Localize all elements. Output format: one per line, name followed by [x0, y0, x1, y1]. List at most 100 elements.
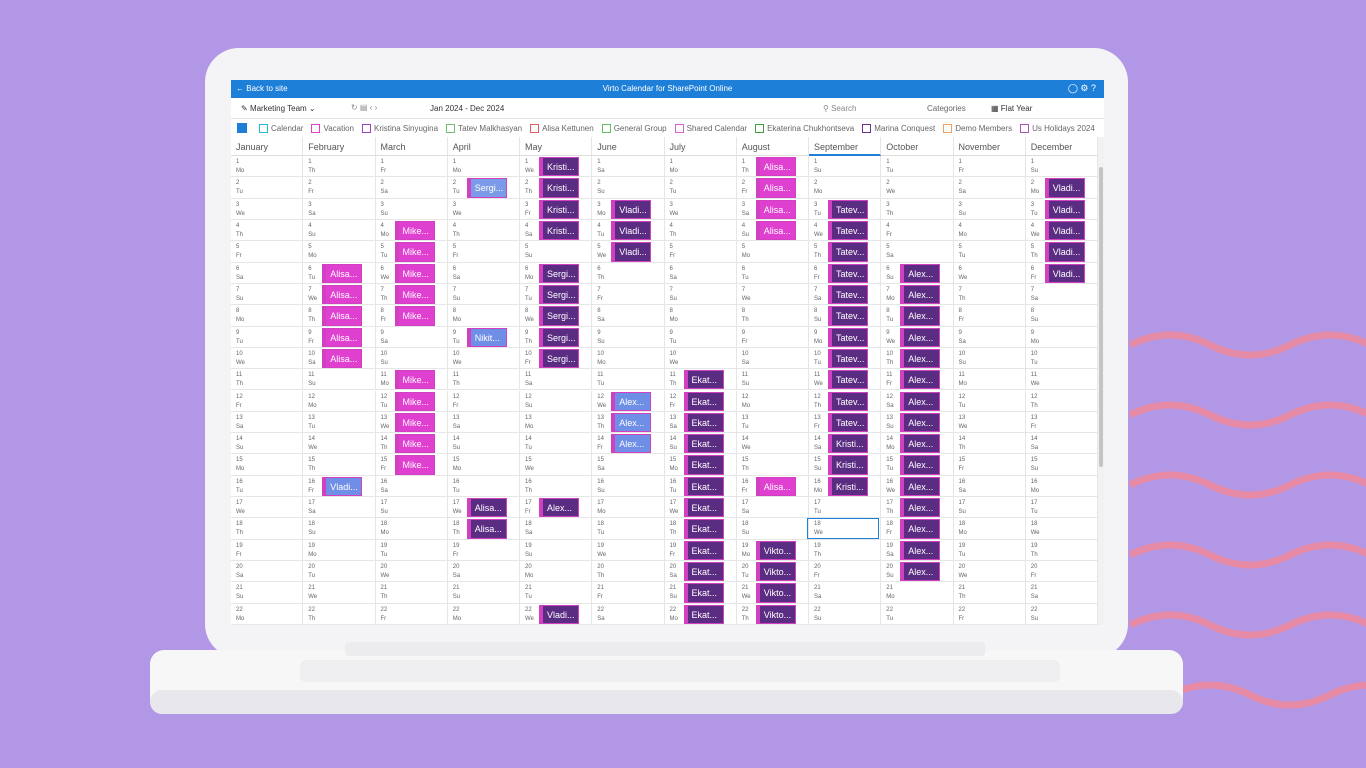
event[interactable]: Vladi... — [1044, 199, 1085, 219]
day-cell[interactable]: 22 Tu — [881, 603, 954, 625]
day-cell[interactable]: 18 Su — [736, 518, 809, 540]
day-cell[interactable]: 13 Th — [592, 411, 665, 434]
day-cell[interactable]: 17 Sa — [303, 497, 376, 519]
event[interactable]: Kristi... — [828, 476, 868, 497]
day-cell[interactable]: 18 Tu — [592, 518, 665, 540]
day-cell[interactable]: 19 We — [592, 539, 665, 562]
event[interactable]: Alisa... — [322, 263, 363, 283]
event[interactable]: Alisa... — [755, 157, 796, 177]
day-cell[interactable]: 21 Tu — [520, 582, 593, 604]
day-cell[interactable]: 12 Tu — [953, 390, 1026, 412]
day-cell[interactable]: 5 Mo — [303, 241, 376, 263]
event[interactable]: Ekat... — [683, 519, 724, 539]
legend-label[interactable]: General Group — [613, 123, 667, 133]
event[interactable]: Vikto... — [755, 562, 796, 582]
header-icons[interactable]: ◯ ⚙ ? — [1067, 83, 1096, 93]
legend-swatch[interactable] — [862, 123, 872, 133]
day-cell[interactable]: 22 We — [520, 603, 593, 625]
event[interactable]: Alisa... — [466, 519, 507, 539]
event[interactable]: Alex... — [611, 434, 652, 454]
day-cell[interactable]: 21 Sa — [1025, 582, 1098, 604]
day-cell[interactable]: 18 Mo — [953, 518, 1026, 540]
event[interactable]: Alex... — [900, 391, 941, 411]
event[interactable]: Tatev... — [828, 242, 868, 262]
event[interactable]: Sergi... — [539, 263, 579, 283]
day-cell[interactable]: 14 Fr — [592, 433, 665, 455]
day-cell[interactable]: 19 Fr — [231, 539, 304, 562]
event[interactable]: Mike... — [394, 412, 435, 433]
event[interactable]: Vladi... — [611, 242, 652, 262]
day-cell[interactable]: 13 Fr — [809, 411, 882, 434]
day-cell[interactable]: 13 Tu — [303, 411, 376, 434]
day-cell[interactable]: 13 Tu — [736, 411, 809, 434]
day-cell[interactable]: 3 We — [447, 198, 520, 220]
day-cell[interactable]: 22 Fr — [953, 603, 1026, 625]
day-cell[interactable]: 21 Th — [953, 582, 1026, 604]
legend-item[interactable]: Marina Conquest — [862, 123, 935, 133]
day-cell[interactable]: 5 Fr — [664, 241, 737, 263]
day-cell[interactable]: 12 Tu — [375, 390, 448, 412]
day-cell[interactable]: 14 Tu — [520, 433, 593, 455]
day-cell[interactable]: 8 Th — [736, 305, 809, 327]
day-cell[interactable]: 10 Tu — [1025, 347, 1098, 370]
event[interactable]: Mike... — [394, 455, 435, 475]
day-cell[interactable]: 18 Th — [231, 518, 304, 540]
legend-swatch[interactable] — [446, 123, 456, 133]
day-cell[interactable]: 13 Sa — [447, 411, 520, 434]
day-cell[interactable]: 13 Fr — [1025, 411, 1098, 434]
event[interactable]: Alex... — [900, 562, 941, 582]
legend-item[interactable]: Ekaterina Chukhontseva — [755, 123, 854, 133]
day-cell[interactable]: 13 We — [953, 411, 1026, 434]
day-cell[interactable]: 12 Fr — [231, 390, 304, 412]
day-cell[interactable]: 5 Tu — [375, 241, 448, 263]
day-cell[interactable]: 4 Th — [231, 219, 304, 242]
day-cell[interactable]: 14 Sa — [1025, 433, 1098, 455]
day-cell[interactable]: 18 Sa — [520, 518, 593, 540]
day-cell[interactable]: 20 Sa — [231, 561, 304, 583]
day-cell[interactable]: 8 Th — [303, 305, 376, 327]
event[interactable]: Alisa... — [755, 199, 796, 219]
event[interactable]: Vladi... — [1044, 263, 1085, 283]
day-cell[interactable]: 21 Su — [231, 582, 304, 604]
day-cell[interactable]: 17 Su — [375, 497, 448, 519]
day-cell[interactable]: 17 Fr — [520, 497, 593, 519]
day-cell[interactable]: 18 We — [809, 518, 882, 540]
day-cell[interactable]: 2 Mo — [809, 177, 882, 199]
day-cell[interactable]: 11 Mo — [375, 369, 448, 391]
day-cell[interactable]: 12 Su — [520, 390, 593, 412]
day-cell[interactable]: 10 Su — [953, 347, 1026, 370]
day-cell[interactable]: 7 Th — [375, 283, 448, 306]
day-cell[interactable]: 4 Mo — [953, 219, 1026, 242]
day-cell[interactable]: 12 Th — [809, 390, 882, 412]
day-cell[interactable]: 11 Tu — [592, 369, 665, 391]
day-cell[interactable]: 21 We — [736, 582, 809, 604]
event[interactable]: Kristi... — [828, 434, 868, 454]
day-cell[interactable]: 15 Th — [303, 454, 376, 476]
event[interactable]: Tatev... — [828, 391, 868, 411]
event[interactable]: Ekat... — [683, 391, 724, 411]
legend-label[interactable]: Tatev Malkhasyan — [458, 123, 523, 133]
event[interactable]: Vikto... — [755, 583, 796, 603]
day-cell[interactable]: 5 Fr — [231, 241, 304, 263]
day-cell[interactable]: 17 Su — [953, 497, 1026, 519]
day-cell[interactable]: 14 Sa — [809, 433, 882, 455]
day-cell[interactable]: 1 Fr — [375, 156, 448, 178]
day-cell[interactable]: 21 Mo — [881, 582, 954, 604]
day-cell[interactable]: 5 Su — [520, 241, 593, 263]
day-cell[interactable]: 9 Fr — [736, 326, 809, 348]
day-cell[interactable]: 9 Tu — [231, 326, 304, 348]
day-cell[interactable]: 6 Fr — [809, 262, 882, 284]
day-cell[interactable]: 10 Mo — [592, 347, 665, 370]
day-cell[interactable]: 16 Fr — [303, 475, 376, 498]
day-cell[interactable]: 8 Mo — [231, 305, 304, 327]
day-cell[interactable]: 4 We — [1025, 219, 1098, 242]
day-cell[interactable]: 6 Tu — [736, 262, 809, 284]
event[interactable]: Ekat... — [683, 562, 724, 582]
event[interactable]: Sergi... — [539, 327, 579, 347]
event[interactable]: Vladi... — [1044, 178, 1085, 198]
legend-swatch[interactable] — [362, 123, 372, 133]
day-cell[interactable]: 4 Su — [303, 219, 376, 242]
day-cell[interactable]: 19 Mo — [736, 539, 809, 562]
day-cell[interactable]: 9 Tu — [664, 326, 737, 348]
event[interactable]: Tatev... — [828, 327, 868, 347]
